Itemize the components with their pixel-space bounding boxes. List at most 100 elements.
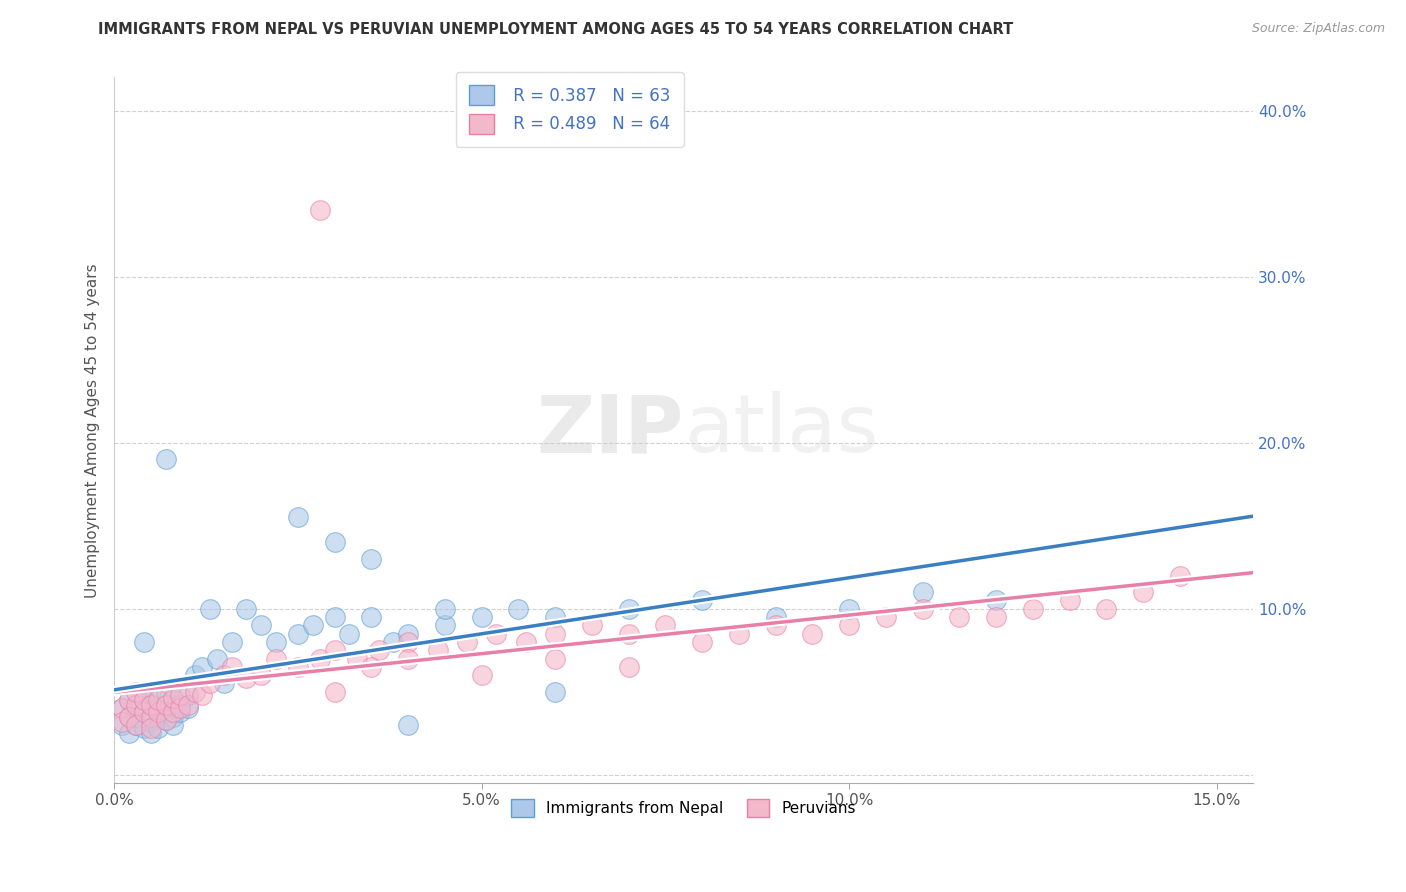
- Point: [184, 684, 207, 698]
- Point: [323, 684, 346, 698]
- Point: [433, 601, 456, 615]
- Point: [205, 651, 228, 665]
- Point: [396, 626, 419, 640]
- Point: [176, 701, 198, 715]
- Point: [360, 610, 382, 624]
- Point: [148, 709, 170, 723]
- Point: [1132, 585, 1154, 599]
- Point: [765, 610, 787, 624]
- Point: [221, 635, 243, 649]
- Point: [360, 660, 382, 674]
- Point: [690, 593, 713, 607]
- Point: [132, 635, 155, 649]
- Point: [155, 698, 177, 712]
- Point: [148, 705, 170, 719]
- Point: [485, 626, 508, 640]
- Point: [176, 688, 198, 702]
- Point: [139, 714, 162, 729]
- Text: ZIP: ZIP: [537, 392, 683, 469]
- Point: [984, 593, 1007, 607]
- Point: [396, 635, 419, 649]
- Point: [125, 698, 148, 712]
- Point: [214, 668, 236, 682]
- Point: [1022, 601, 1045, 615]
- Point: [132, 693, 155, 707]
- Point: [581, 618, 603, 632]
- Point: [125, 709, 148, 723]
- Point: [132, 721, 155, 735]
- Point: [337, 626, 360, 640]
- Point: [654, 618, 676, 632]
- Point: [155, 684, 177, 698]
- Point: [155, 713, 177, 727]
- Point: [264, 651, 287, 665]
- Point: [948, 610, 970, 624]
- Point: [250, 618, 273, 632]
- Point: [508, 601, 530, 615]
- Point: [471, 668, 494, 682]
- Point: [184, 668, 207, 682]
- Point: [198, 676, 221, 690]
- Point: [838, 601, 860, 615]
- Point: [875, 610, 897, 624]
- Point: [367, 643, 389, 657]
- Point: [118, 693, 141, 707]
- Point: [1095, 601, 1118, 615]
- Point: [118, 693, 141, 707]
- Point: [727, 626, 749, 640]
- Point: [132, 693, 155, 707]
- Legend: Immigrants from Nepal, Peruvians: Immigrants from Nepal, Peruvians: [503, 791, 863, 825]
- Point: [118, 709, 141, 723]
- Text: Source: ZipAtlas.com: Source: ZipAtlas.com: [1251, 22, 1385, 36]
- Point: [125, 684, 148, 698]
- Point: [323, 535, 346, 549]
- Point: [148, 721, 170, 735]
- Point: [309, 203, 332, 218]
- Point: [544, 626, 567, 640]
- Point: [1168, 568, 1191, 582]
- Point: [1059, 593, 1081, 607]
- Point: [169, 698, 191, 712]
- Point: [515, 635, 537, 649]
- Point: [162, 718, 184, 732]
- Point: [433, 618, 456, 632]
- Point: [250, 668, 273, 682]
- Point: [125, 718, 148, 732]
- Point: [198, 601, 221, 615]
- Point: [214, 676, 236, 690]
- Point: [287, 660, 309, 674]
- Point: [911, 601, 934, 615]
- Point: [287, 510, 309, 524]
- Point: [323, 643, 346, 657]
- Point: [191, 688, 214, 702]
- Point: [176, 698, 198, 712]
- Point: [139, 698, 162, 712]
- Point: [110, 714, 132, 729]
- Point: [471, 610, 494, 624]
- Point: [617, 660, 640, 674]
- Point: [155, 452, 177, 467]
- Point: [139, 721, 162, 735]
- Point: [456, 635, 478, 649]
- Point: [191, 660, 214, 674]
- Point: [382, 635, 405, 649]
- Point: [169, 688, 191, 702]
- Point: [162, 705, 184, 719]
- Point: [125, 701, 148, 715]
- Text: IMMIGRANTS FROM NEPAL VS PERUVIAN UNEMPLOYMENT AMONG AGES 45 TO 54 YEARS CORRELA: IMMIGRANTS FROM NEPAL VS PERUVIAN UNEMPL…: [98, 22, 1014, 37]
- Point: [346, 651, 368, 665]
- Point: [169, 701, 191, 715]
- Point: [118, 726, 141, 740]
- Point: [148, 693, 170, 707]
- Point: [155, 698, 177, 712]
- Point: [544, 684, 567, 698]
- Point: [132, 705, 155, 719]
- Point: [301, 618, 323, 632]
- Point: [984, 610, 1007, 624]
- Point: [235, 672, 257, 686]
- Point: [139, 698, 162, 712]
- Point: [162, 691, 184, 706]
- Point: [838, 618, 860, 632]
- Point: [110, 701, 132, 715]
- Point: [544, 610, 567, 624]
